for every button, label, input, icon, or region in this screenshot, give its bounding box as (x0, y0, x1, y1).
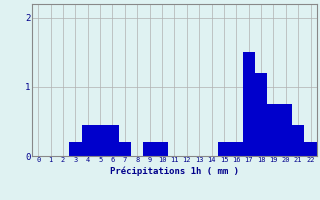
Bar (119, 142, 131, 156)
Bar (280, 104, 292, 156)
Bar (292, 125, 304, 156)
Bar (143, 142, 156, 156)
Bar (106, 125, 119, 156)
Bar (69, 142, 82, 156)
Bar (218, 142, 230, 156)
Bar (82, 125, 94, 156)
Bar (156, 142, 168, 156)
X-axis label: Précipitations 1h ( mm ): Précipitations 1h ( mm ) (110, 166, 239, 176)
Bar (304, 142, 317, 156)
Bar (255, 73, 267, 156)
Bar (267, 104, 280, 156)
Bar (230, 142, 243, 156)
Bar (243, 52, 255, 156)
Bar (94, 125, 106, 156)
